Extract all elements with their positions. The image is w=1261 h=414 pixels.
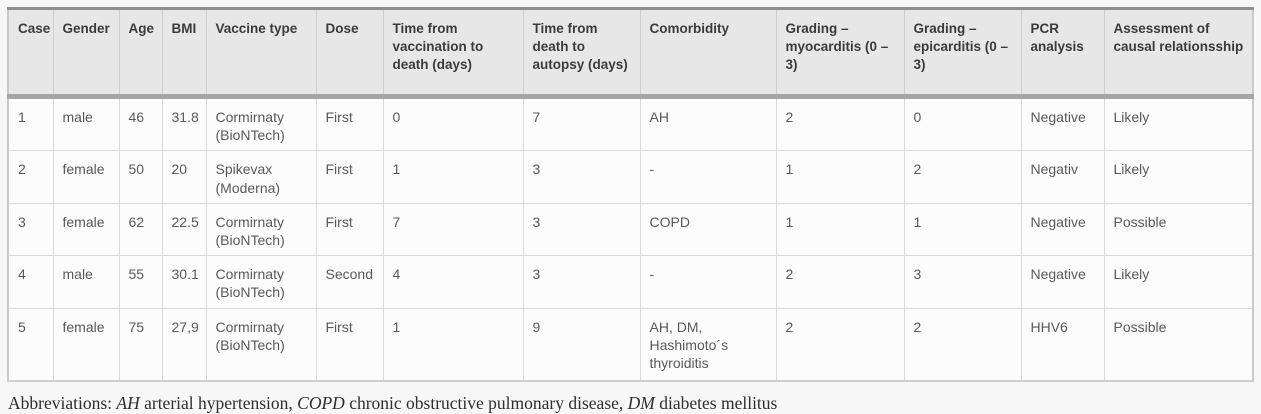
- column-header-pcr: PCR analysis: [1021, 8, 1105, 99]
- cell-bmi: 30.1: [162, 255, 207, 309]
- cell-assessment: Possible: [1104, 203, 1253, 257]
- column-header-grading-myocarditis: Grading – myocarditis (0 – 3): [776, 8, 905, 99]
- cell-assessment: Likely: [1104, 150, 1253, 204]
- cell-grading-myocarditis: 1: [776, 150, 905, 204]
- footnote-abbr: COPD: [297, 393, 345, 413]
- cell-grading-epicarditis: 1: [904, 203, 1022, 257]
- column-header-age: Age: [119, 8, 163, 99]
- cell-case: 2: [8, 150, 54, 204]
- cell-time-death-autopsy: 3: [523, 203, 641, 257]
- column-header-dose: Dose: [316, 8, 384, 99]
- cell-bmi: 22.5: [162, 203, 207, 257]
- cell-assessment: Possible: [1104, 308, 1253, 381]
- cell-grading-myocarditis: 2: [776, 255, 905, 309]
- cell-comorbidity: -: [640, 255, 777, 309]
- cell-gender: female: [53, 308, 120, 381]
- cell-dose: First: [316, 203, 384, 257]
- cell-pcr: Negativ: [1021, 150, 1105, 204]
- cell-vaccine: Spikevax (Moderna): [206, 150, 317, 204]
- cell-grading-epicarditis: 2: [904, 150, 1022, 204]
- table-row: 2 female 50 20 Spikevax (Moderna) First 1 3-1 2 N…: [8, 150, 1253, 204]
- cell-bmi: 27,9: [162, 308, 207, 381]
- table-row: 5 female 75 27,9 Cormirnaty (BioNTech) First 1…: [8, 308, 1253, 381]
- column-header-bmi: BMI: [162, 8, 207, 99]
- cell-comorbidity: AH: [640, 96, 777, 152]
- cell-comorbidity: -: [640, 150, 777, 204]
- cell-gender: male: [53, 96, 120, 152]
- cell-age: 50: [119, 150, 163, 204]
- table-row: 3 female 62 22.5 Cormirnaty (BioNTech) First 7…: [8, 203, 1253, 257]
- cell-case: 5: [8, 308, 54, 381]
- cell-age: 62: [119, 203, 163, 257]
- footnote-definition: diabetes mellitus: [654, 393, 778, 413]
- footnote-prefix: Abbreviations:: [8, 393, 117, 413]
- cell-dose: Second: [316, 255, 384, 309]
- cell-grading-epicarditis: 2: [904, 308, 1022, 381]
- cell-time-death-autopsy: 3: [523, 150, 641, 204]
- cell-grading-myocarditis: 1: [776, 203, 905, 257]
- footnote-abbr: DM: [627, 393, 655, 413]
- cell-bmi: 20: [162, 150, 207, 204]
- cell-pcr: HHV6: [1021, 308, 1105, 381]
- column-header-vaccine: Vaccine type: [206, 8, 317, 99]
- cell-comorbidity: AH, DM, Hashimoto´s thyroiditis: [640, 308, 777, 381]
- column-header-gender: Gender: [53, 8, 120, 99]
- cell-time-vacc-death: 0: [383, 96, 524, 152]
- table-row: 4 male 55 30.1 Cormirnaty (BioNTech) Second 4 3…: [8, 255, 1253, 309]
- cell-case: 1: [8, 96, 54, 152]
- cell-time-vacc-death: 1: [383, 150, 524, 204]
- cell-case: 4: [8, 255, 54, 309]
- column-header-time-death-autopsy: Time from death to autopsy (days): [523, 8, 641, 99]
- cell-time-death-autopsy: 9: [523, 308, 641, 381]
- cell-gender: female: [53, 150, 120, 204]
- column-header-comorbidity: Comorbidity: [640, 8, 777, 99]
- case-table: Case Gender Age BMI Vaccine type Dose Time fro…: [7, 7, 1254, 382]
- column-header-assessment: Assessment of causal relationsship: [1104, 8, 1253, 99]
- cell-vaccine: Cormirnaty (BioNTech): [206, 96, 317, 152]
- column-header-time-vacc-death: Time from vaccination to death (days): [383, 8, 524, 99]
- cell-pcr: Negative: [1021, 96, 1105, 152]
- cell-dose: First: [316, 308, 384, 381]
- cell-bmi: 31.8: [162, 96, 207, 152]
- cell-age: 75: [119, 308, 163, 381]
- footnote-definition: arterial hypertension,: [139, 393, 298, 413]
- cell-age: 46: [119, 96, 163, 152]
- cell-time-vacc-death: 7: [383, 203, 524, 257]
- cell-pcr: Negative: [1021, 203, 1105, 257]
- column-header-case: Case: [8, 8, 54, 99]
- cell-time-death-autopsy: 3: [523, 255, 641, 309]
- table-header-row: Case Gender Age BMI Vaccine type Dose Time fro…: [8, 8, 1253, 99]
- cell-gender: male: [53, 255, 120, 309]
- column-header-grading-epicarditis: Grading – epicarditis (0 – 3): [904, 8, 1022, 99]
- cell-vaccine: Cormirnaty (BioNTech): [206, 308, 317, 381]
- cell-grading-myocarditis: 2: [776, 308, 905, 381]
- cell-grading-epicarditis: 3: [904, 255, 1022, 309]
- cell-pcr: Negative: [1021, 255, 1105, 309]
- cell-age: 55: [119, 255, 163, 309]
- cell-comorbidity: COPD: [640, 203, 777, 257]
- cell-time-death-autopsy: 7: [523, 96, 641, 152]
- cell-assessment: Likely: [1104, 96, 1253, 152]
- cell-grading-myocarditis: 2: [776, 96, 905, 152]
- footnote-definition: chronic obstructive pulmonary disease,: [344, 393, 628, 413]
- cell-dose: First: [316, 96, 384, 152]
- cell-time-vacc-death: 4: [383, 255, 524, 309]
- cell-grading-epicarditis: 0: [904, 96, 1022, 152]
- abbreviations-footnote: Abbreviations: AH arterial hypertension,…: [8, 393, 1254, 414]
- cell-vaccine: Cormirnaty (BioNTech): [206, 203, 317, 257]
- cell-case: 3: [8, 203, 54, 257]
- cell-assessment: Likely: [1104, 255, 1253, 309]
- cell-time-vacc-death: 1: [383, 308, 524, 381]
- footnote-abbr: AH: [116, 393, 140, 413]
- cell-dose: First: [316, 150, 384, 204]
- cell-gender: female: [53, 203, 120, 257]
- table-row: 1 male 46 31.8 Cormirnaty (BioNTech) First 0 7 A…: [8, 96, 1253, 152]
- cell-vaccine: Cormirnaty (BioNTech): [206, 255, 317, 309]
